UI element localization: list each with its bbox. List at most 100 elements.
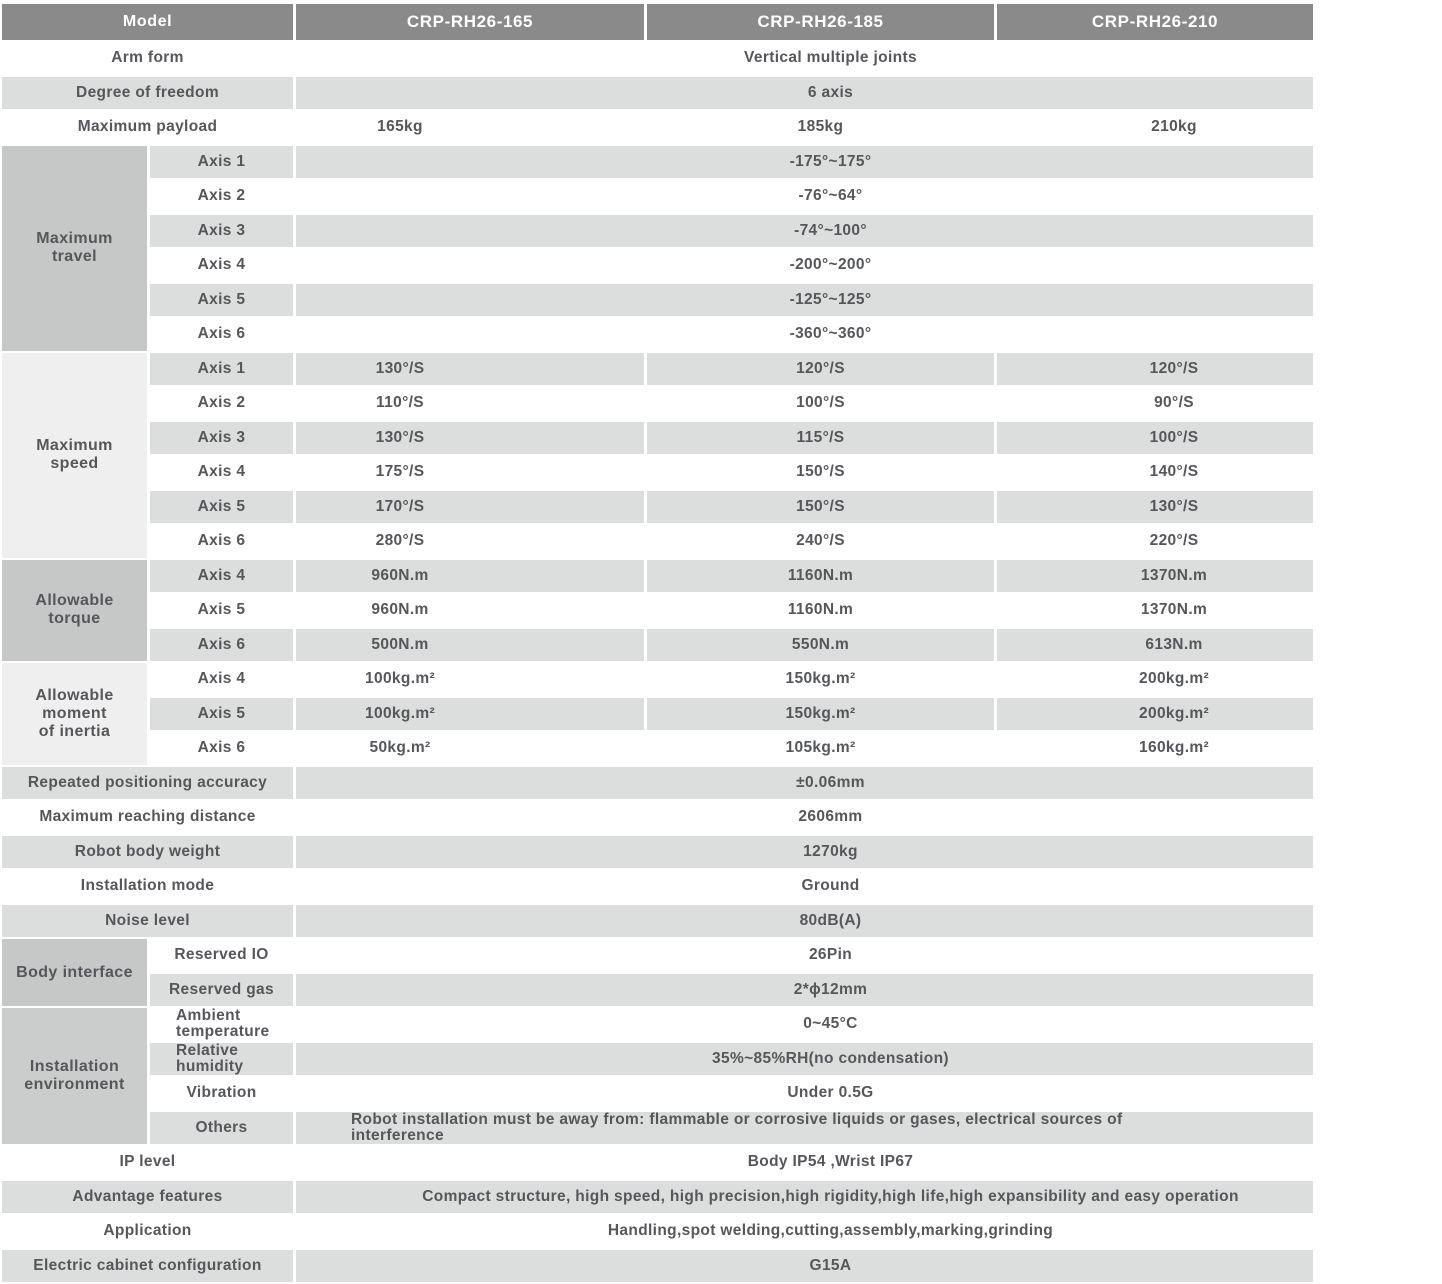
table-row: Application Handling,spot welding,cutting… — [2, 1215, 1313, 1250]
header-model-name-3: CRP-RH26-210 — [997, 4, 1313, 40]
row-value-merged: Under 0.5G — [296, 1077, 1313, 1112]
table-row: Vibration Under 0.5G — [150, 1077, 1313, 1112]
group-label-body-interface: Body interface — [2, 939, 147, 1008]
table-row: Axis 4 100kg.m² 150kg.m² 200kg.m² — [150, 663, 1313, 698]
row-label-ambient-temperature: Ambient temperature — [150, 1008, 293, 1043]
section-rows: Ambient temperature 0~45°C Relative humidi… — [150, 1008, 1313, 1146]
row-value-merged: Compact structure, high speed, high prec… — [296, 1180, 1313, 1215]
table-row: Electric cabinet configuration G15A — [2, 1249, 1313, 1284]
table-row: Reserved IO 26Pin — [150, 939, 1313, 974]
table-row: Axis 4 -200°~200° — [150, 249, 1313, 284]
row-value-col1: 500N.m — [296, 628, 644, 663]
section-rows: Axis 4 960N.m 1160N.m 1370N.m Axis 5 960N.m 11… — [150, 559, 1313, 663]
row-label-axis-6: Axis 6 — [150, 732, 293, 767]
table-section-maximum-speed: Maximum speed Axis 1 130°/S 120°/S 120°/S Axi… — [2, 352, 1313, 560]
row-value-col1: 175°/S — [296, 456, 644, 491]
row-label-axis-5: Axis 5 — [150, 594, 293, 629]
row-value-col3: 90°/S — [997, 387, 1313, 422]
row-value-col1: 280°/S — [296, 525, 644, 560]
row-value-col3: 130°/S — [997, 490, 1313, 525]
header-model-label: Model — [2, 4, 293, 40]
row-value-col1: 50kg.m² — [296, 732, 644, 767]
table-header-row: Model CRP-RH26-165 CRP-RH26-185 CRP-RH26… — [2, 4, 1313, 40]
row-value-col1: 100kg.m² — [296, 663, 644, 698]
row-label-robot-body-weight: Robot body weight — [2, 835, 293, 870]
row-label-degree-of-freedom: Degree of freedom — [2, 76, 293, 111]
table-row: Robot body weight 1270kg — [2, 835, 1313, 870]
table-row: Repeated positioning accuracy ±0.06mm — [2, 766, 1313, 801]
table-section-installation-environment: Installation environment Ambient temperat… — [2, 1008, 1313, 1146]
row-label-axis-6: Axis 6 — [150, 525, 293, 560]
table-row: Arm form Vertical multiple joints — [2, 42, 1313, 77]
row-value-merged: Handling,spot welding,cutting,assembly,m… — [296, 1215, 1313, 1250]
row-value-col1: 165kg — [296, 111, 644, 146]
header-model-name-1: CRP-RH26-165 — [296, 4, 644, 40]
table-row: Ambient temperature 0~45°C — [150, 1008, 1313, 1043]
row-value-merged: 0~45°C — [296, 1008, 1313, 1043]
row-value-merged: -360°~360° — [296, 318, 1313, 353]
row-value-merged: -74°~100° — [296, 214, 1313, 249]
table-row: Advantage features Compact structure, hig… — [2, 1180, 1313, 1215]
row-value-col2: 240°/S — [647, 525, 994, 560]
table-row: Axis 5 100kg.m² 150kg.m² 200kg.m² — [150, 697, 1313, 732]
row-value-merged: -200°~200° — [296, 249, 1313, 284]
row-value-col2: 150°/S — [647, 456, 994, 491]
table-row: Axis 3 130°/S 115°/S 100°/S — [150, 421, 1313, 456]
row-label-ip-level: IP level — [2, 1146, 293, 1181]
row-label-axis-1: Axis 1 — [150, 352, 293, 387]
row-value-col3: 613N.m — [997, 628, 1313, 663]
row-label-vibration: Vibration — [150, 1077, 293, 1112]
row-value-col3: 200kg.m² — [997, 697, 1313, 732]
row-label-axis-4: Axis 4 — [150, 456, 293, 491]
row-label-axis-5: Axis 5 — [150, 697, 293, 732]
table-section-allowable-torque: Allowable torque Axis 4 960N.m 1160N.m 1370N… — [2, 559, 1313, 663]
row-value-col1: 130°/S — [296, 352, 644, 387]
row-value-merged: Vertical multiple joints — [296, 42, 1313, 77]
row-label-axis-6: Axis 6 — [150, 628, 293, 663]
spec-table: Model CRP-RH26-165 CRP-RH26-185 CRP-RH26… — [2, 4, 1313, 1284]
table-row: Others Robot installation must be away fr… — [150, 1111, 1313, 1146]
table-row: Maximum payload 165kg 185kg 210kg — [2, 111, 1313, 146]
row-label-axis-4: Axis 4 — [150, 559, 293, 594]
table-row: Axis 6 280°/S 240°/S 220°/S — [150, 525, 1313, 560]
row-value-col3: 200kg.m² — [997, 663, 1313, 698]
row-label-repeated-positioning-accuracy: Repeated positioning accuracy — [2, 766, 293, 801]
section-rows: Axis 1 130°/S 120°/S 120°/S Axis 2 110°/S 100°… — [150, 352, 1313, 560]
table-row: Reserved gas 2*ϕ12mm — [150, 973, 1313, 1008]
group-label-allowable-moment-of-inertia: Allowable moment of inertia — [2, 663, 147, 767]
row-value-merged: Body IP54 ,Wrist IP67 — [296, 1146, 1313, 1181]
table-row: Installation mode Ground — [2, 870, 1313, 905]
row-value-merged: Ground — [296, 870, 1313, 905]
table-section-allowable-moment-of-inertia: Allowable moment of inertia Axis 4 100kg.m… — [2, 663, 1313, 767]
table-row: Axis 5 960N.m 1160N.m 1370N.m — [150, 594, 1313, 629]
group-label-maximum-travel: Maximum travel — [2, 145, 147, 353]
row-value-col2: 115°/S — [647, 421, 994, 456]
row-value-merged: -125°~125° — [296, 283, 1313, 318]
row-label-axis-2: Axis 2 — [150, 180, 293, 215]
section-rows: Axis 1 -175°~175° Axis 2 -76°~64° Axis 3 -74°… — [150, 145, 1313, 353]
row-label-axis-2: Axis 2 — [150, 387, 293, 422]
row-value-col1: 130°/S — [296, 421, 644, 456]
row-value-merged: G15A — [296, 1249, 1313, 1284]
row-value-merged: ±0.06mm — [296, 766, 1313, 801]
row-label-maximum-reaching-distance: Maximum reaching distance — [2, 801, 293, 836]
section-rows: Axis 4 100kg.m² 150kg.m² 200kg.m² Axis 5 100k… — [150, 663, 1313, 767]
row-value-merged: 1270kg — [296, 835, 1313, 870]
table-row: Axis 2 110°/S 100°/S 90°/S — [150, 387, 1313, 422]
table-row: Axis 1 130°/S 120°/S 120°/S — [150, 352, 1313, 387]
table-row: Maximum reaching distance 2606mm — [2, 801, 1313, 836]
group-label-installation-environment: Installation environment — [2, 1008, 147, 1146]
table-row: Axis 4 175°/S 150°/S 140°/S — [150, 456, 1313, 491]
table-row: Axis 5 -125°~125° — [150, 283, 1313, 318]
row-value-col3: 160kg.m² — [997, 732, 1313, 767]
row-value-col2: 150°/S — [647, 490, 994, 525]
row-value-col3: 140°/S — [997, 456, 1313, 491]
row-value-col2: 185kg — [647, 111, 994, 146]
row-value-col2: 1160N.m — [647, 559, 994, 594]
row-value-merged: 2606mm — [296, 801, 1313, 836]
row-label-axis-5: Axis 5 — [150, 490, 293, 525]
row-label-relative-humidity: Relative humidity — [150, 1042, 293, 1077]
row-value-col2: 120°/S — [647, 352, 994, 387]
row-value-col3: 100°/S — [997, 421, 1313, 456]
row-value-merged: 35%~85%RH(no condensation) — [296, 1042, 1313, 1077]
